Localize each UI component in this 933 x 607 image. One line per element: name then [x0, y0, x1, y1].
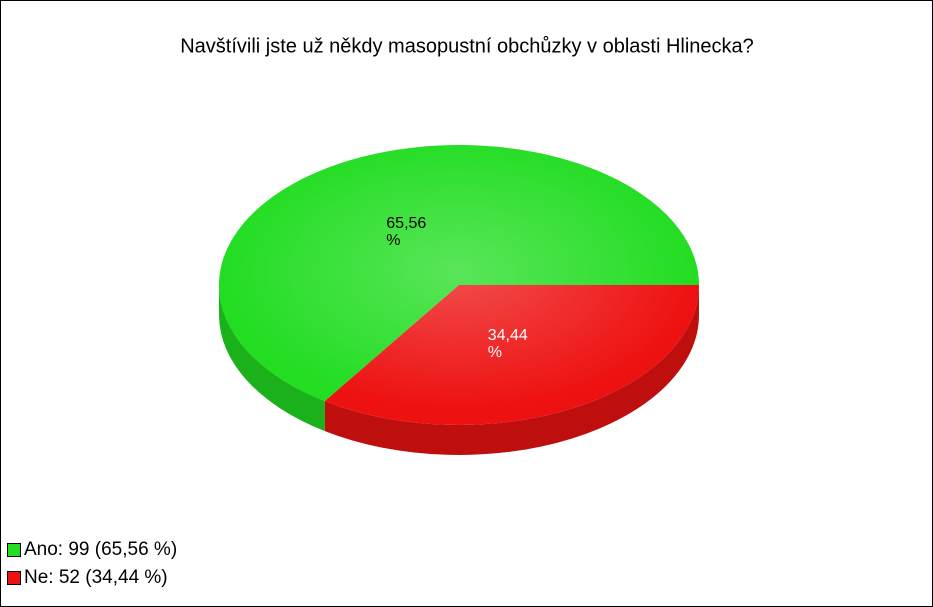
legend-swatch	[7, 571, 21, 585]
value-label: 34,44 %	[487, 326, 528, 361]
legend-item: Ne: 52 (34,44 %)	[7, 567, 168, 589]
legend-swatch	[7, 543, 21, 557]
legend-label: Ne: 52 (34,44 %)	[24, 567, 168, 588]
legend-item: Ano: 99 (65,56 %)	[7, 539, 177, 561]
legend-label: Ano: 99 (65,56 %)	[24, 539, 178, 560]
chart-title: Navštívili jste už někdy masopustní obch…	[180, 35, 754, 57]
value-label: 65,56 %	[386, 215, 427, 250]
